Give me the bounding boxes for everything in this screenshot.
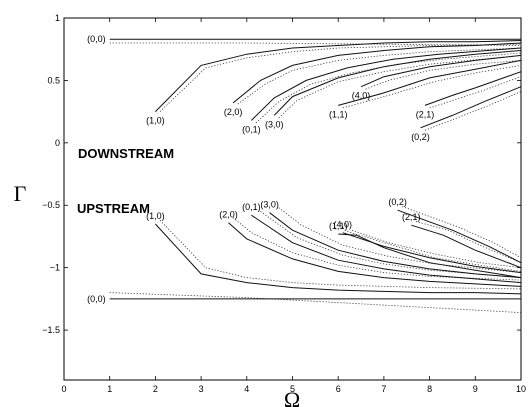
- series-downstream-2-0-solid: [232, 42, 522, 104]
- curve-label-downstream-2-1: (2,1): [416, 109, 435, 119]
- series-upstream-1-0-solid: [155, 223, 522, 295]
- curve-label-downstream-0-0: (0,0): [87, 34, 106, 44]
- plot-frame: [63, 17, 522, 381]
- x-tick-label: 3: [199, 384, 204, 394]
- series-downstream-1-1-dotted: [342, 65, 522, 109]
- curve-label-upstream-0-1: (0,1): [242, 202, 261, 212]
- curve-label-upstream-0-2: (0,2): [388, 197, 407, 207]
- y-axis-title: Γ: [14, 181, 27, 206]
- curve-label-upstream-0-0: (0,0): [87, 294, 106, 304]
- series-downstream-3-0-dotted: [278, 55, 522, 119]
- x-tick-label: 4: [244, 384, 249, 394]
- series-downstream-2-0-dotted: [237, 47, 522, 105]
- annotation-downstream: DOWNSTREAM: [78, 146, 174, 161]
- y-tick-label: −1: [50, 263, 60, 273]
- x-tick-label: 0: [61, 384, 66, 394]
- x-axis-title: Ω: [284, 387, 300, 407]
- curve-label-downstream-0-1: (0,1): [242, 124, 261, 134]
- x-tick-label: 8: [427, 384, 432, 394]
- series-upstream-3-0-solid: [269, 212, 522, 279]
- y-tick-label: −0.5: [42, 200, 60, 210]
- curve-label-downstream-1-1: (1,1): [329, 109, 348, 119]
- series-downstream-0-1-dotted: [255, 52, 522, 124]
- series-upstream-2-1-dotted: [415, 221, 522, 264]
- series-downstream-0-2-dotted: [424, 91, 522, 131]
- y-tick-label: −1.5: [42, 325, 60, 335]
- annotation-upstream: UPSTREAM: [77, 201, 150, 216]
- series-upstream-0-0-dotted: [109, 292, 522, 313]
- series-downstream-1-1-solid: [338, 59, 522, 106]
- curve-label-downstream-4-0: (4,0): [352, 91, 371, 101]
- series-upstream-0-1-dotted: [260, 211, 522, 278]
- curve-label-upstream-2-1: (2,1): [402, 212, 421, 222]
- series-downstream-3-0-solid: [273, 50, 522, 116]
- series-downstream-0-0-dotted: [109, 42, 522, 46]
- series-downstream-1-0-dotted: [159, 43, 522, 112]
- series-upstream-2-0-solid: [228, 222, 522, 287]
- series-upstream-1-0-dotted: [159, 219, 522, 290]
- series-downstream-1-0-solid: [155, 40, 522, 112]
- curve-label-upstream-3-0: (3,0): [260, 200, 279, 210]
- curve-label-upstream-1-1: (1,1): [329, 221, 348, 231]
- series-downstream-2-1-solid: [424, 71, 522, 106]
- x-tick-label: 7: [381, 384, 386, 394]
- series-upstream-1-1-solid: [338, 233, 522, 279]
- series-upstream-4-0-dotted: [351, 229, 522, 269]
- x-tick-label: 10: [516, 384, 526, 394]
- series-upstream-0-2-dotted: [402, 206, 522, 259]
- x-tick-label: 6: [336, 384, 341, 394]
- curve-label-upstream-4-0: (4,0): [334, 220, 353, 230]
- series-downstream-4-0-solid: [360, 54, 522, 88]
- x-tick-label: 2: [153, 384, 158, 394]
- y-tick-label: 0: [55, 138, 60, 148]
- curve-label-downstream-3-0: (3,0): [265, 119, 284, 129]
- series-downstream-0-1-solid: [251, 47, 522, 121]
- x-tick-label: 9: [473, 384, 478, 394]
- series-downstream-0-2-solid: [420, 86, 522, 129]
- y-tick-label: 0.5: [47, 75, 60, 85]
- series-upstream-2-1-solid: [411, 224, 522, 269]
- series-upstream-0-1-solid: [251, 214, 522, 284]
- series-upstream-0-2-solid: [397, 209, 522, 264]
- x-tick-label: 5: [290, 384, 295, 394]
- curve-label-downstream-1-0: (1,0): [146, 116, 165, 126]
- curve-label-downstream-0-2: (0,2): [411, 132, 430, 142]
- series-downstream-4-0-dotted: [365, 60, 522, 90]
- curve-label-upstream-2-0: (2,0): [219, 210, 238, 220]
- y-tick-label: 1: [55, 13, 60, 23]
- curve-label-upstream-1-0: (1,0): [146, 211, 165, 221]
- series-upstream-1-1-dotted: [347, 231, 522, 272]
- x-tick-label: 1: [107, 384, 112, 394]
- curve-label-downstream-2-0: (2,0): [224, 107, 243, 117]
